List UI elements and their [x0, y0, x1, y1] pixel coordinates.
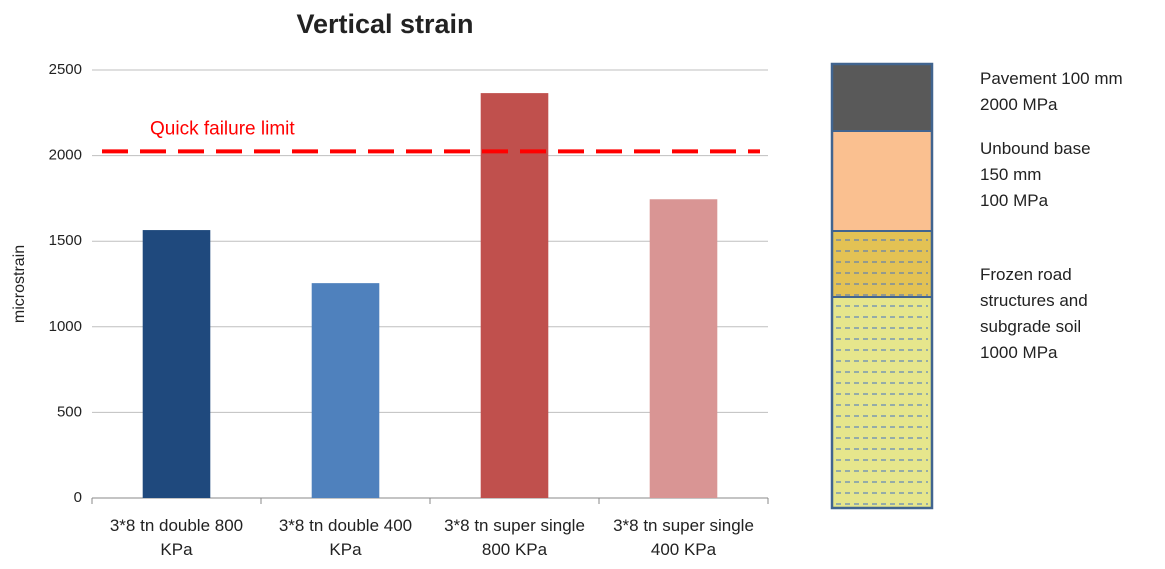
diagram-outline [830, 62, 934, 510]
y-axis-label: microstrain [11, 245, 28, 323]
chart-title: Vertical strain [296, 9, 473, 39]
y-tick-label: 2500 [49, 61, 82, 78]
bar [649, 199, 718, 499]
x-tick-label: 3*8 tn double 400 KPa [278, 516, 413, 559]
layer-label-line: 150 mm [980, 165, 1042, 184]
layer-diagram [830, 62, 934, 510]
layer-label-line: 1000 MPa [980, 343, 1058, 362]
base-layer [832, 131, 932, 231]
layer-label-line: 100 MPa [980, 191, 1049, 210]
bar [142, 230, 211, 498]
layer-label-line: subgrade soil [980, 317, 1082, 336]
reference-label: Quick failure limit [150, 118, 295, 139]
y-tick-label: 500 [57, 403, 82, 420]
bar [311, 283, 380, 498]
frozen-layer [832, 231, 932, 297]
y-tick-label: 1500 [49, 232, 82, 249]
pavement-layer [832, 64, 932, 131]
layer-label: Frozen road structures and subgrade soil 10… [980, 262, 1088, 366]
y-tick-label: 1000 [49, 318, 82, 335]
bar [480, 93, 549, 498]
x-tick-label: 3*8 tn super single 400 KPa [613, 516, 754, 559]
layer-label-line: Pavement 100 mm [980, 69, 1123, 88]
layer-label-line: 2000 MPa [980, 95, 1058, 114]
layer-label-line: Frozen road [980, 265, 1072, 284]
x-tick-label: 3*8 tn super single 800 KPa [444, 516, 585, 559]
x-tick-label: 3*8 tn double 800 KPa [109, 516, 244, 559]
y-tick-label: 0 [74, 489, 82, 506]
subgrade-layer [832, 297, 932, 508]
y-tick-label: 2000 [49, 147, 82, 164]
layer-label-line: structures and [980, 291, 1088, 310]
layer-label: Unbound base 150 mm 100 MPa [980, 136, 1091, 214]
layer-label-line: Unbound base [980, 139, 1091, 158]
layer-label: Pavement 100 mm 2000 MPa [980, 66, 1123, 118]
